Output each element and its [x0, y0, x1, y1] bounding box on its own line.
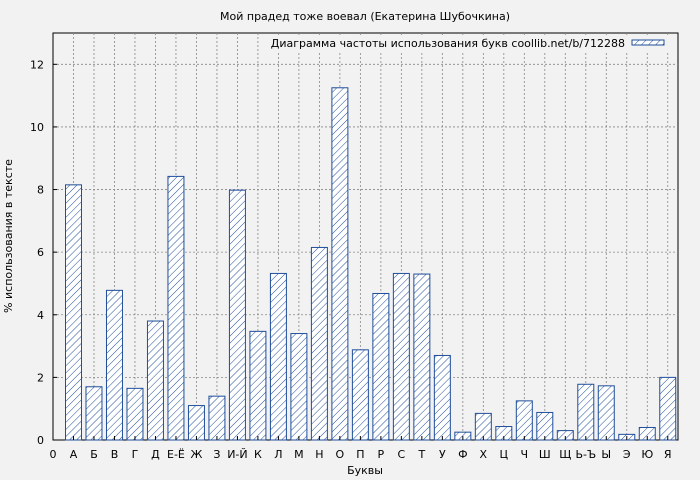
y-tick-label: 10: [30, 121, 44, 134]
bar: [433, 354, 451, 441]
x-tick-label: М: [294, 448, 304, 461]
legend-swatch: [631, 39, 665, 46]
x-tick-label: С: [398, 448, 406, 461]
y-tick-label: 12: [30, 58, 44, 71]
x-tick-label: Х: [480, 448, 488, 461]
y-tick-label: 4: [37, 309, 44, 322]
x-tick-label: А: [70, 448, 78, 461]
bar: [85, 386, 103, 441]
bar: [413, 273, 431, 441]
bar: [659, 376, 677, 441]
bar: [249, 330, 267, 441]
legend-label: Диаграмма частоты использования букв coo…: [271, 37, 625, 50]
bar: [187, 405, 205, 441]
y-tick-label: 6: [37, 246, 44, 259]
y-axis: 0 2 4 6 8 10 12: [30, 58, 57, 447]
bar: [167, 175, 185, 441]
x-tick-label: В: [111, 448, 119, 461]
bar: [577, 383, 595, 441]
x-axis-label: Буквы: [347, 464, 383, 477]
x-tick-label: Р: [378, 448, 385, 461]
bar: [105, 289, 123, 441]
legend-background: [262, 35, 676, 51]
y-tick-label: 8: [37, 184, 44, 197]
x-tick-label: Ю: [641, 448, 653, 461]
x-tick-label: Ц: [500, 448, 509, 461]
x-tick-label: Ш: [539, 448, 551, 461]
bars: [65, 87, 677, 441]
bar: [372, 292, 390, 441]
x-tick-label: К: [254, 448, 262, 461]
x-tick-label: Д: [151, 448, 160, 461]
x-tick-label: О: [336, 448, 345, 461]
x-tick-label: Л: [274, 448, 282, 461]
x-tick-label: Е-Ё: [167, 448, 185, 461]
bar: [65, 184, 82, 441]
x-tick-label: Ч: [521, 448, 529, 461]
bar: [392, 272, 410, 441]
x-tick-label-start: 0: [50, 448, 57, 461]
x-tick-label: Я: [664, 448, 672, 461]
bar: [331, 87, 349, 441]
bar: [146, 320, 164, 441]
x-tick-label: Ж: [191, 448, 203, 461]
x-tick-label: Б: [90, 448, 98, 461]
bar: [228, 189, 246, 441]
bar: [126, 387, 144, 441]
x-tick-label: Т: [417, 448, 425, 461]
bar: [536, 411, 554, 441]
x-tick-label: Ы: [601, 448, 611, 461]
x-tick-label: Н: [315, 448, 323, 461]
x-tick-label: И-Й: [227, 448, 247, 461]
bar: [269, 272, 287, 441]
y-tick-label: 2: [37, 371, 44, 384]
bar: [597, 385, 615, 441]
x-tick-label: Ь-Ъ: [575, 448, 596, 461]
bar: [290, 333, 308, 441]
y-axis-label: % использования в тексте: [2, 159, 15, 313]
x-axis: 0 А Б В Г Д Е-Ё Ж З И-Й К Л М Н О П Р С Т У Ф Х Ц Ч Ш Щ Ь-Ъ Ы Э Ю Я: [50, 436, 672, 461]
chart-title: Мой прадед тоже воевал (Екатерина Шубочк…: [220, 10, 510, 23]
legend: Диаграмма частоты использования букв coo…: [262, 35, 676, 51]
bar: [208, 395, 226, 441]
bar: [310, 246, 328, 441]
x-tick-label: Ф: [458, 448, 467, 461]
x-tick-label: Щ: [559, 448, 571, 461]
x-tick-label: У: [439, 448, 446, 461]
x-tick-label: П: [356, 448, 364, 461]
bar: [351, 349, 369, 441]
x-tick-label: З: [213, 448, 220, 461]
x-tick-label: Г: [132, 448, 139, 461]
bar: [515, 400, 533, 441]
x-tick-label: Э: [623, 448, 631, 461]
y-tick-label: 0: [37, 434, 44, 447]
